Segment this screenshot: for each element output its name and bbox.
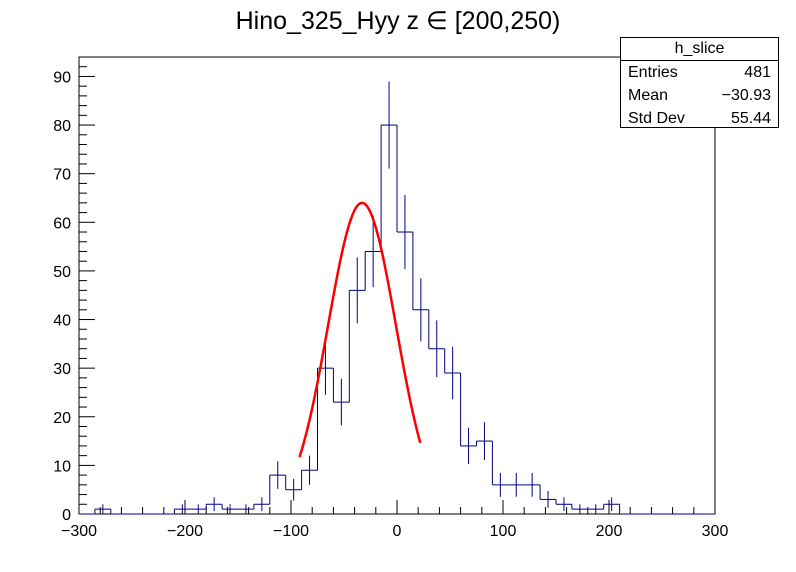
x-tick-label: −300 xyxy=(61,523,97,540)
stats-stddev-value: 55.44 xyxy=(730,110,771,127)
x-tick-label: 0 xyxy=(393,523,402,540)
x-tick-label: −100 xyxy=(273,523,309,540)
y-tick-label: 40 xyxy=(53,313,71,330)
stats-mean-label: Mean xyxy=(628,87,669,104)
x-tick-label: 100 xyxy=(490,523,517,540)
gaussian-fit-curve xyxy=(298,201,422,458)
y-tick-label: 30 xyxy=(53,361,71,378)
y-tick-label: 0 xyxy=(62,507,71,524)
stats-row-stddev: Std Dev 55.44 xyxy=(621,107,778,130)
y-tick-label: 60 xyxy=(53,215,71,232)
y-tick-label: 20 xyxy=(53,410,71,427)
stats-stddev-label: Std Dev xyxy=(628,110,685,127)
y-tick-label: 50 xyxy=(53,264,71,281)
y-tick-label: 90 xyxy=(53,69,71,86)
stats-box-name: h_slice xyxy=(621,38,778,61)
stats-entries-label: Entries xyxy=(628,64,678,81)
chart-title: Hino_325_Hyy z ∈ [200,250) xyxy=(235,7,561,35)
stats-row-entries: Entries 481 xyxy=(621,61,778,84)
stats-box: h_slice Entries 481 Mean −30.93 Std Dev … xyxy=(620,37,779,128)
stats-entries-value: 481 xyxy=(744,64,771,81)
y-tick-label: 10 xyxy=(53,458,71,475)
y-tick-label: 70 xyxy=(53,167,71,184)
stats-row-mean: Mean −30.93 xyxy=(621,84,778,107)
x-tick-label: 200 xyxy=(596,523,623,540)
y-tick-label: 80 xyxy=(53,118,71,135)
x-tick-label: 300 xyxy=(702,523,729,540)
x-tick-label: −200 xyxy=(167,523,203,540)
stats-mean-value: −30.93 xyxy=(721,87,771,104)
